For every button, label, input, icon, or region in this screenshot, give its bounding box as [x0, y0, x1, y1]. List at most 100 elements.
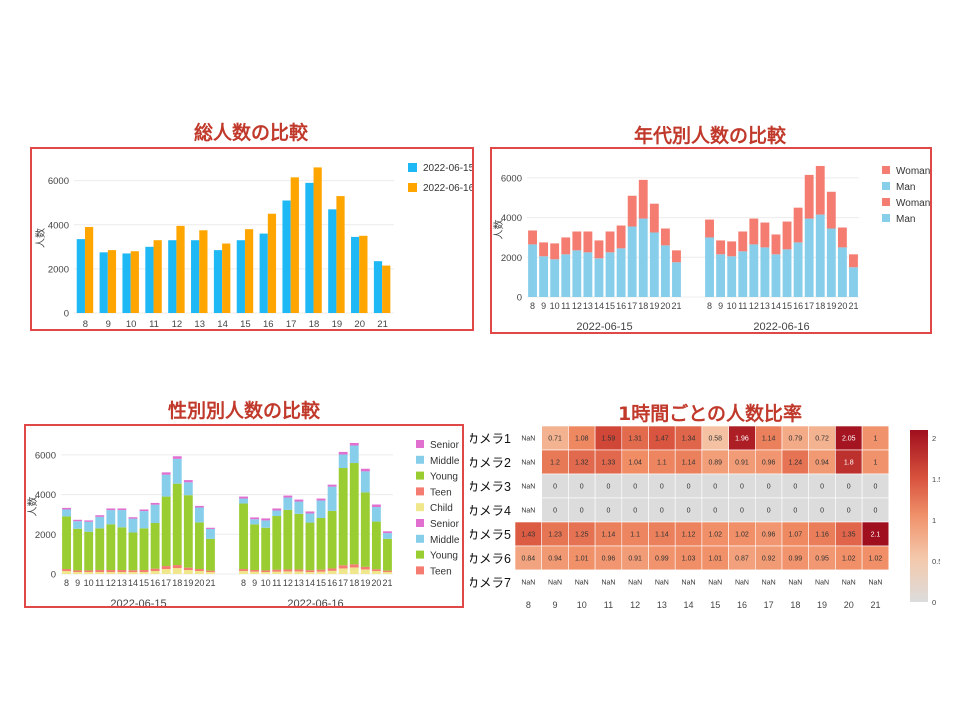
- heatmap-cell-label: NaN: [762, 580, 776, 587]
- age-bar-child: [106, 572, 116, 574]
- heatmap-cell: [728, 473, 756, 499]
- heatmap-cell-label: 1.8: [844, 460, 854, 467]
- age-bar-young: [150, 522, 160, 569]
- age-bar-young: [360, 492, 370, 567]
- heatmap-cell: [781, 497, 810, 523]
- gender-xtick-label: 19: [826, 301, 836, 311]
- gender-bar-man: [793, 242, 803, 297]
- age-bar-middle: [338, 454, 348, 468]
- heatmap-cell-label: NaN: [521, 508, 535, 515]
- heatmap-cell-label: 1.59: [602, 436, 616, 443]
- age-bar-senior: [183, 480, 193, 483]
- gender-xtick-label: 10: [727, 301, 737, 311]
- total-ytick-label: 0: [64, 309, 69, 320]
- total-xtick-label: 12: [172, 319, 183, 329]
- heatmap-xtick-label: 9: [553, 600, 558, 610]
- heatmap-cell-label: 0.96: [762, 532, 776, 539]
- gender-bar-man: [616, 248, 626, 297]
- age-bar-middle: [327, 486, 337, 511]
- age-bar-senior: [62, 507, 71, 510]
- heatmap-cell-label: 0: [820, 484, 824, 491]
- heatmap-xtick-label: 17: [764, 600, 774, 610]
- heatmap-cell-label: 0: [820, 508, 824, 515]
- heatmap-cell-label: 1.2: [550, 460, 560, 467]
- heatmap-cell-label: NaN: [815, 580, 829, 587]
- gender-bar-woman: [749, 218, 759, 245]
- age-bar-middle: [272, 510, 282, 517]
- gender-xtick-label: 17: [804, 301, 814, 311]
- heatmap-cell: [648, 497, 676, 523]
- heatmap-cell-label: 0: [553, 484, 557, 491]
- age-legend-label: Senior: [430, 440, 460, 451]
- age-bar-teen: [128, 570, 138, 573]
- heatmap-cell: [835, 497, 863, 523]
- total-bar-d16: [176, 225, 185, 313]
- heatmap-colorbar-tick-label: 0: [932, 598, 936, 607]
- total-xtick-label: 8: [83, 319, 88, 329]
- heatmap-cell: [621, 521, 649, 547]
- heatmap-cell-label: 0.99: [655, 556, 669, 563]
- gender-bar-woman: [561, 237, 571, 255]
- total-bar-d16: [153, 240, 162, 313]
- age-bar-young: [84, 531, 94, 571]
- age-bar-senior: [139, 509, 149, 512]
- age-bar-middle: [95, 516, 105, 529]
- gender-bar-man: [605, 252, 615, 297]
- total-ytick-label: 6000: [48, 176, 69, 187]
- age-bar-middle: [305, 513, 315, 523]
- heatmap-cell-label: 1.31: [628, 436, 642, 443]
- age-xtick-label: 15: [139, 578, 149, 588]
- age-bar-senior: [383, 531, 392, 534]
- heatmap-cell-label: 0: [847, 484, 851, 491]
- heatmap-cell-label: 0.89: [708, 460, 722, 467]
- age-bar-child: [338, 568, 348, 574]
- gender-xtick-label: 20: [660, 301, 670, 311]
- age-bar-child: [283, 571, 293, 574]
- age-xtick-label: 14: [128, 578, 138, 588]
- gender-bar-woman: [826, 191, 836, 229]
- heatmap-cell-label: 1.1: [630, 532, 640, 539]
- heatmap-cell-label: NaN: [601, 580, 615, 587]
- age-bar-young: [206, 538, 215, 571]
- heatmap-cell-label: 0: [740, 484, 744, 491]
- gender-bar-man: [815, 214, 825, 297]
- heatmap-cell-label: 1.04: [628, 460, 642, 467]
- heatmap-cell: [674, 545, 703, 571]
- heatmap-cell-label: 1.34: [682, 436, 696, 443]
- age-xtick-label: 11: [272, 578, 281, 588]
- age-bar-senior: [360, 468, 370, 472]
- age-bar-young: [139, 528, 149, 571]
- age-legend-label: Young: [430, 472, 458, 483]
- age-bar-middle: [128, 518, 138, 533]
- age-bar-teen: [106, 570, 116, 573]
- age-bar-senior: [106, 508, 116, 511]
- age-xtick-label: 19: [183, 578, 193, 588]
- gender-legend-swatch: [882, 166, 890, 174]
- heatmap-cell: [674, 521, 703, 547]
- heatmap-cell-label: 0.58: [708, 436, 722, 443]
- heatmap-cell: [835, 449, 863, 475]
- gender-xtick-label: 21: [671, 301, 681, 311]
- heatmap-cell: [835, 569, 863, 595]
- total-xtick-label: 21: [377, 319, 388, 329]
- heatmap-cell-label: 0.91: [735, 460, 749, 467]
- heatmap-cell-label: 1.16: [815, 532, 829, 539]
- age-bar-middle: [206, 528, 215, 539]
- age-bar-young: [383, 538, 392, 571]
- gender-bar-man: [727, 256, 737, 297]
- gender-bar-man: [638, 218, 648, 297]
- total-ytick-label: 4000: [48, 220, 69, 231]
- age-legend-swatch: [416, 440, 424, 448]
- gender-ytick-label: 0: [517, 293, 522, 304]
- heatmap-cell-label: 2.1: [871, 532, 881, 539]
- age-bar-senior: [206, 527, 215, 529]
- age-bar-child: [117, 572, 127, 574]
- age-xtick-label: 9: [75, 578, 80, 588]
- age-bar-child: [194, 571, 204, 574]
- gender-xtick-label: 9: [718, 301, 723, 311]
- heatmap-xtick-label: 16: [737, 600, 747, 610]
- age-xtick-label: 14: [305, 578, 315, 588]
- heatmap-cell-label: 0: [740, 508, 744, 515]
- age-bar-middle: [383, 533, 392, 539]
- total-xtick-label: 11: [149, 319, 159, 329]
